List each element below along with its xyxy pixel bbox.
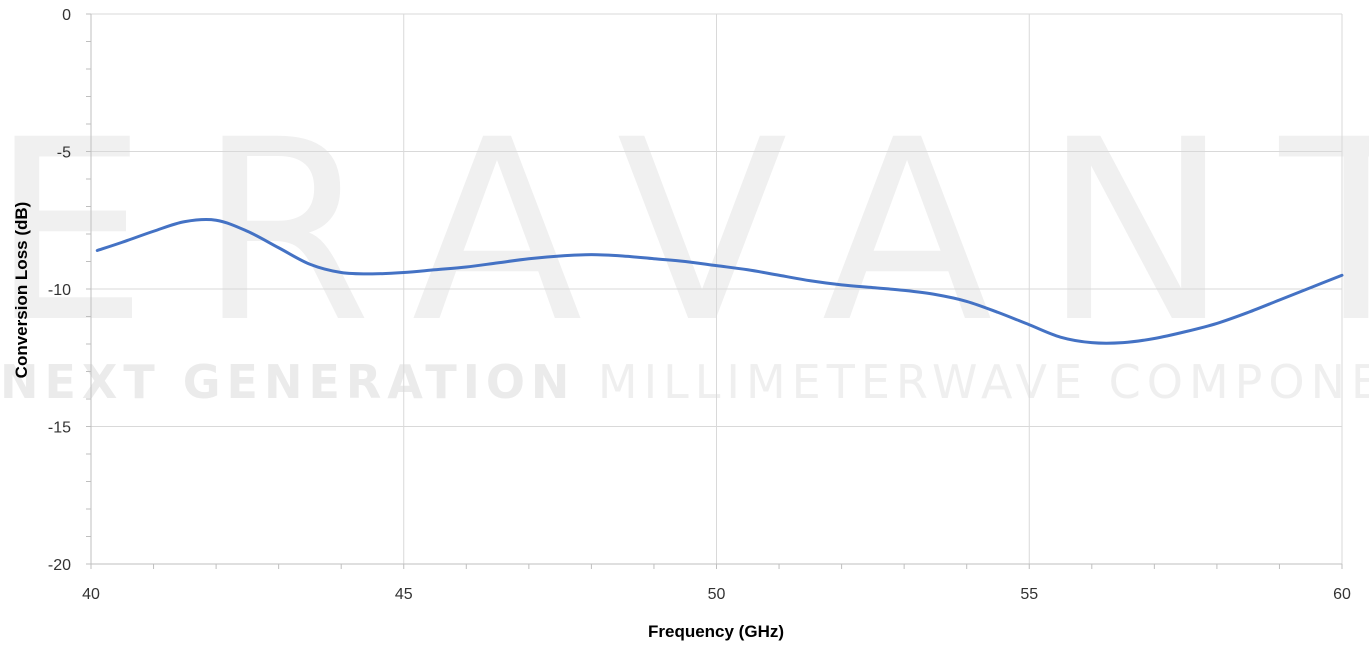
- x-tick-label: 60: [1333, 586, 1351, 603]
- x-tick-labels: 40 45 50 55 60: [82, 586, 1351, 603]
- y-tick-labels: 0 -5 -10 -15 -20: [48, 7, 71, 574]
- tick-marks: [86, 13, 1343, 569]
- y-tick-label: 0: [62, 7, 71, 24]
- data-series: [95, 217, 1344, 345]
- x-tick-label: 40: [82, 586, 100, 603]
- watermark-tagline: NEXT GENERATION MILLIMETERWAVE COMPONENT…: [0, 355, 1369, 409]
- y-tick-label: -10: [48, 282, 71, 299]
- x-tick-label: 55: [1020, 586, 1038, 603]
- watermark-tagline-bold: NEXT GENERATION: [0, 355, 575, 409]
- y-tick-label: -20: [48, 557, 71, 574]
- y-axis-title: Conversion Loss (dB): [12, 202, 31, 379]
- gridlines: [91, 13, 1343, 564]
- x-axis-title: Frequency (GHz): [648, 622, 784, 641]
- series-line: [95, 217, 1344, 345]
- x-tick-label: 50: [708, 586, 726, 603]
- y-tick-label: -5: [57, 145, 71, 162]
- watermark-brand: ERAVANT: [0, 86, 1369, 377]
- watermark-tagline-regular: MILLIMETERWAVE COMPONENTS: [598, 355, 1369, 409]
- y-tick-label: -15: [48, 420, 71, 437]
- x-tick-label: 45: [395, 586, 413, 603]
- watermark: ERAVANT NEXT GENERATION MILLIMETERWAVE C…: [0, 86, 1369, 409]
